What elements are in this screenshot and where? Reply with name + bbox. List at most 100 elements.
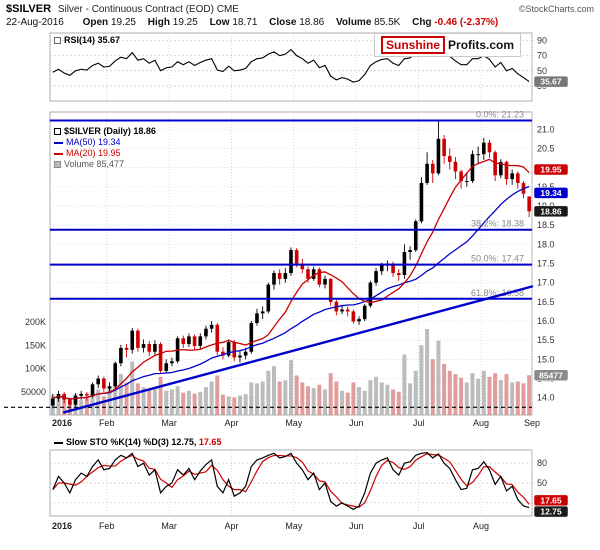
svg-text:Feb: Feb: [99, 521, 115, 531]
price-axis-label: 16.5: [537, 297, 555, 307]
svg-text:2016: 2016: [52, 521, 72, 531]
svg-text:17.65: 17.65: [540, 495, 562, 505]
logo-word-sunshine: Sunshine: [381, 36, 446, 54]
price-axis-label: 15.0: [537, 354, 555, 364]
rsi-legend-text: RSI(14) 35.67: [64, 35, 121, 45]
svg-text:Apr: Apr: [224, 418, 238, 428]
open-label: Open: [82, 17, 109, 28]
month-gridlines: [106, 112, 533, 415]
svg-text:85477: 85477: [539, 370, 563, 380]
svg-text:Mar: Mar: [161, 418, 177, 428]
chart-header: $SILVER Silver - Continuous Contract (EO…: [6, 3, 596, 15]
sto-axis-label: 80: [537, 458, 547, 468]
price-axis-label: 17.5: [537, 259, 555, 269]
sto-k-line: [52, 452, 530, 511]
chg-value: -0.46 (-2.37%): [434, 17, 499, 28]
sto-k-value: 12.75,: [171, 437, 197, 447]
price-axis-label: 18.5: [537, 220, 555, 230]
sunshine-profits-logo: Sunshine Profits.com: [374, 33, 522, 57]
volume-axis-label: 50000: [21, 387, 46, 397]
volume-axis-label: 100K: [25, 364, 46, 374]
ma50-legend-text: MA(50) 19.34: [66, 137, 121, 147]
candlestick-icon: [54, 128, 61, 135]
svg-text:Jun: Jun: [349, 418, 364, 428]
svg-text:May: May: [285, 521, 303, 531]
rsi-axis-label: 70: [537, 51, 547, 61]
price-legend-text: $SILVER (Daily) 18.86: [64, 126, 156, 136]
ma50-line: [52, 185, 530, 400]
quote-high: High 19.25: [148, 17, 198, 28]
axis-value-badge: 85477: [533, 369, 569, 382]
sto-legend: Slow STO %K(14) %D(3) 12.75, 17.65: [54, 437, 221, 448]
axis-value-badge: 17.65: [533, 494, 569, 507]
open-value: 19.25: [110, 17, 136, 28]
svg-text:Jul: Jul: [413, 418, 425, 428]
sto-gridlines: [50, 462, 532, 504]
price-month-axis: 2016 Feb Mar Apr May Jun Jul Aug Sep: [52, 418, 540, 428]
svg-text:Aug: Aug: [473, 418, 489, 428]
volume-legend-text: Volume 85,477: [64, 159, 125, 169]
axis-value-badge: 19.34: [533, 187, 569, 199]
axis-value-badge: 19.95: [533, 163, 569, 176]
price-axis-label: 15.5: [537, 335, 555, 345]
low-value: 18.71: [232, 17, 258, 28]
price-axis-label: 16.0: [537, 316, 555, 326]
volume-icon: [54, 161, 61, 168]
low-label: Low: [209, 17, 230, 28]
svg-text:18.86: 18.86: [540, 206, 562, 216]
high-label: High: [147, 17, 170, 28]
sto-axis-label: 50: [537, 478, 547, 488]
svg-text:2016: 2016: [52, 418, 72, 428]
quote-low: Low 18.71: [210, 17, 258, 28]
quote-volume: Volume 85.5K: [336, 17, 400, 28]
price-axis-label: 20.5: [537, 143, 555, 153]
price-legend: $SILVER (Daily) 18.86 MA(50) 19.34 MA(20…: [54, 126, 156, 170]
rsi-axis-label: 50: [537, 66, 547, 76]
quote-date: 22-Aug-2016: [6, 17, 64, 28]
svg-text:Sep: Sep: [524, 418, 540, 428]
ma20-line-icon: [54, 152, 63, 155]
svg-text:Apr: Apr: [224, 521, 238, 531]
svg-text:Mar: Mar: [161, 521, 177, 531]
svg-text:19.34: 19.34: [540, 188, 562, 198]
quote-chg: Chg -0.46 (-2.37%): [412, 17, 498, 28]
fib-label: 50.0%: 17.47: [471, 254, 524, 264]
fib-label: 61.8%: 16.58: [471, 288, 524, 298]
rsi-legend-icon: [54, 37, 61, 44]
symbol: $SILVER: [6, 3, 52, 15]
close-value: 18.86: [299, 17, 325, 28]
volume-label: Volume: [336, 17, 372, 28]
high-value: 19.25: [172, 17, 198, 28]
svg-text:Jul: Jul: [413, 521, 425, 531]
trendline: [62, 285, 534, 414]
svg-text:12.75: 12.75: [540, 507, 562, 517]
ma20-line: [52, 158, 530, 400]
ma50-line-icon: [54, 141, 63, 144]
axis-value-badge: 18.86: [533, 205, 569, 218]
copyright: ©StockCharts.com: [518, 4, 594, 14]
sto-legend-text: Slow STO %K(14) %D(3): [66, 437, 169, 447]
chart-title: Silver - Continuous Contract (EOD) CME: [57, 4, 239, 15]
ma20-legend-text: MA(20) 19.95: [66, 148, 121, 158]
rsi-legend: RSI(14) 35.67: [54, 35, 120, 46]
fib-label: 38.2%: 18.38: [471, 219, 524, 229]
fibonacci-levels: 0.0%: 21.23 38.2%: 18.38 50.0%: 17.47 61.8%…: [50, 109, 532, 300]
svg-text:Feb: Feb: [99, 418, 115, 428]
close-label: Close: [269, 17, 297, 28]
axis-value-badge: 35.67: [533, 75, 569, 88]
price-axis-label: 17.0: [537, 278, 555, 288]
svg-text:Aug: Aug: [473, 521, 489, 531]
price-axis-label: 14.0: [537, 393, 555, 403]
svg-text:Jun: Jun: [349, 521, 364, 531]
volume-axis-label: 150K: [25, 340, 46, 350]
quote-line: 22-Aug-2016 Open 19.25 High 19.25 Low 18…: [6, 17, 596, 28]
sto-legend-icon: [54, 441, 63, 444]
chg-label: Chg: [412, 17, 432, 28]
sto-d-value: 17.65: [198, 437, 222, 447]
axis-value-badge: 12.75: [533, 505, 569, 518]
price-axis-label: 18.0: [537, 239, 555, 249]
volume-value: 85.5K: [374, 17, 401, 28]
logo-word-profits: Profits.com: [448, 38, 515, 52]
